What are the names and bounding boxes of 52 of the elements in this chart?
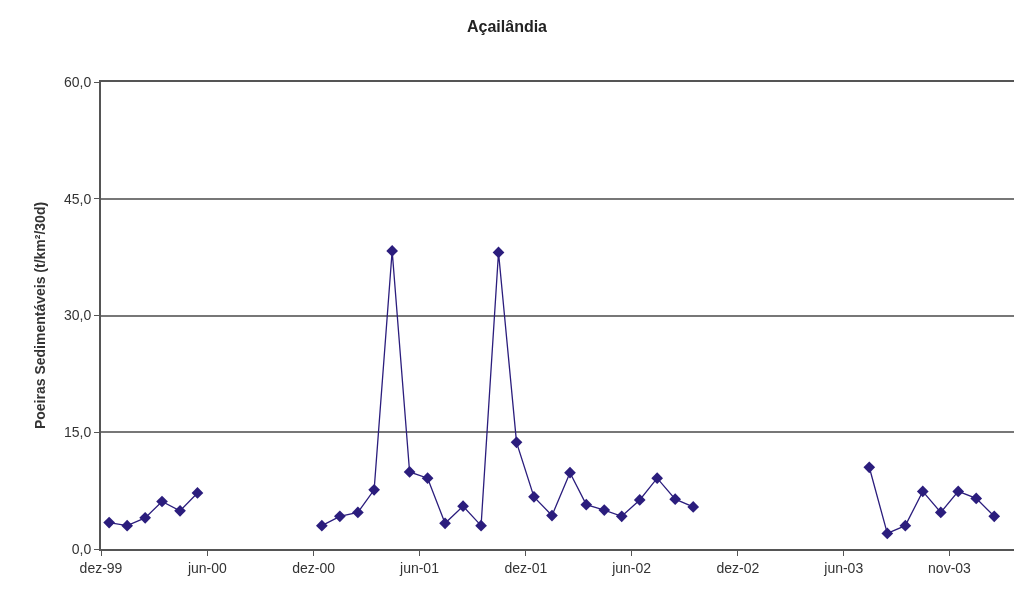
x-tick-label: dez-02 xyxy=(716,559,760,576)
point xyxy=(952,485,965,498)
x-tick-label: dez-01 xyxy=(504,559,548,576)
point xyxy=(121,519,133,532)
point xyxy=(651,472,664,485)
point xyxy=(633,494,646,506)
y-tick-label: 30,0 xyxy=(63,307,92,324)
point xyxy=(528,491,540,503)
x-tick-label: dez-00 xyxy=(292,559,336,576)
x-tick-label: jun-00 xyxy=(186,559,228,576)
point xyxy=(564,466,576,479)
point xyxy=(439,517,451,530)
point xyxy=(988,510,1001,523)
point xyxy=(156,495,168,508)
point xyxy=(863,461,876,474)
point xyxy=(174,505,186,517)
point xyxy=(881,527,894,540)
point xyxy=(421,472,434,485)
point xyxy=(103,516,115,529)
point xyxy=(687,501,700,513)
point xyxy=(669,493,682,506)
point xyxy=(615,510,628,523)
point xyxy=(580,498,593,511)
point xyxy=(546,509,558,522)
point xyxy=(475,519,487,532)
point xyxy=(386,245,399,257)
point xyxy=(352,506,364,519)
point xyxy=(457,500,469,513)
point xyxy=(510,436,523,449)
point xyxy=(916,485,929,498)
y-axis-title: Poeiras Sedimentáveis (t/km²/30d) xyxy=(32,201,49,430)
point xyxy=(139,512,152,524)
point xyxy=(315,519,328,532)
point xyxy=(334,510,346,523)
point xyxy=(403,466,416,478)
point xyxy=(899,519,912,532)
point xyxy=(934,506,947,519)
y-tick-label: 45,0 xyxy=(63,190,92,207)
x-tick-label: jun-01 xyxy=(399,559,440,576)
point xyxy=(191,487,204,499)
y-tick-label: 0,0 xyxy=(71,540,92,557)
point xyxy=(368,484,380,496)
y-tick-label: 60,0 xyxy=(63,73,92,90)
chart-title: Açailândia xyxy=(466,18,548,36)
point xyxy=(970,492,983,505)
x-tick-label: jun-02 xyxy=(611,559,652,576)
point xyxy=(598,504,611,516)
x-tick-label: nov-03 xyxy=(928,559,972,576)
point xyxy=(492,246,505,259)
x-tick-label: dez-99 xyxy=(79,559,123,576)
y-tick-label: 15,0 xyxy=(63,424,92,441)
x-tick-label: jun-03 xyxy=(823,559,864,576)
